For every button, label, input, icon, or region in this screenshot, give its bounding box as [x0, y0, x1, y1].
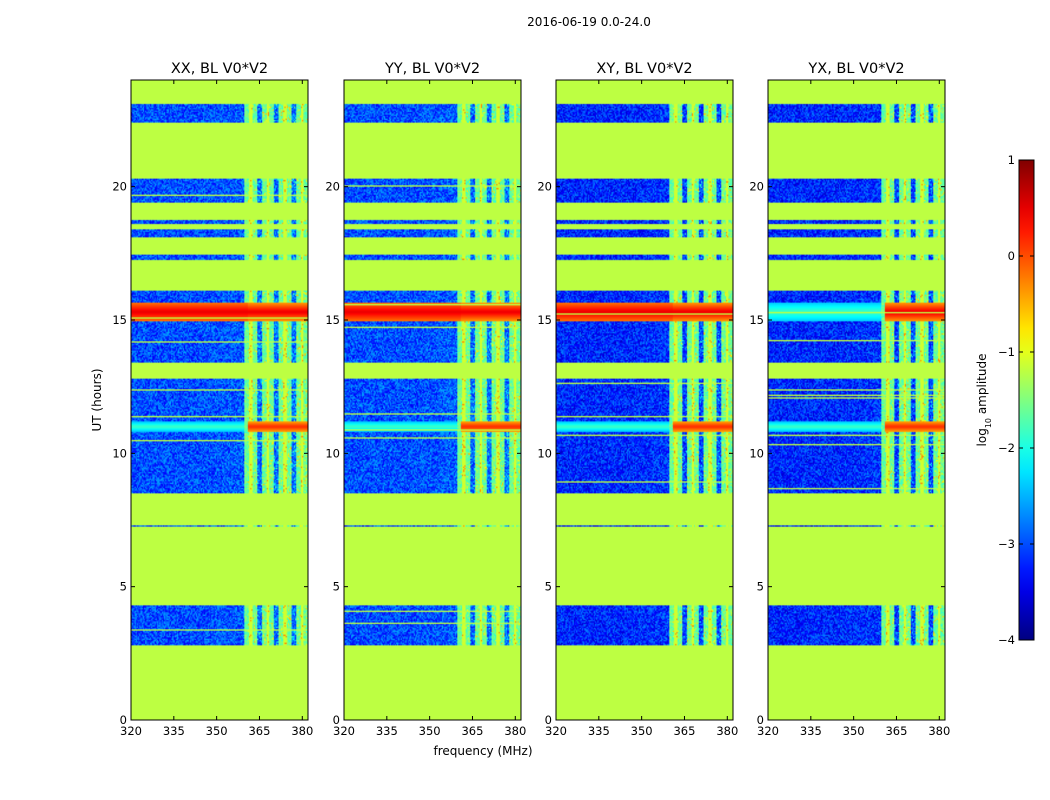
x-tick-label: 365: [673, 724, 695, 738]
y-tick-label: 5: [333, 580, 340, 594]
x-tick-label: 365: [461, 724, 483, 738]
panel-frame-yy: [343, 79, 522, 721]
colorbar-tick-label: −2: [998, 441, 1015, 455]
x-tick-label: 320: [545, 724, 567, 738]
x-tick-label: 365: [885, 724, 907, 738]
heatmap-image-xy: [556, 80, 733, 720]
panel-title-xx: XX, BL V0*V2: [171, 61, 268, 77]
panel-frame-xx: [130, 79, 309, 721]
y-tick-label: 5: [757, 580, 764, 594]
panel-title-yx: YX, BL V0*V2: [807, 61, 904, 77]
y-tick-label: 0: [545, 713, 552, 727]
x-tick-label: 320: [120, 724, 142, 738]
x-tick-label: 350: [206, 724, 228, 738]
panel-yy: YY, BL V0*V2 320 335 350 365 380 0 5 10 15 20: [325, 61, 526, 738]
y-tick-label: 10: [537, 446, 552, 460]
panel-xx: XX, BL V0*V2 320 335 350 365 380 0 5 10 15 20: [112, 61, 313, 738]
x-tick-label: 365: [248, 724, 270, 738]
y-tick-label: 0: [333, 713, 340, 727]
y-tick-label: 5: [120, 580, 127, 594]
y-tick-label: 20: [112, 180, 127, 194]
y-tick-label: 5: [545, 580, 552, 594]
heatmap-image-xx: [131, 80, 308, 720]
y-tick-label: 20: [749, 180, 764, 194]
x-tick-label: 350: [631, 724, 653, 738]
x-tick-label: 320: [757, 724, 779, 738]
panel-xy: XY, BL V0*V2 320 335 350 365 380 0 5 10 15 20: [537, 61, 738, 738]
colorbar-tick-label: −4: [998, 633, 1015, 647]
y-tick-label: 0: [757, 713, 764, 727]
panel-yx: YX, BL V0*V2 320 335 350 365 380 0 5 10 15 20: [749, 61, 950, 738]
colorbar-tick-label: 1: [1008, 153, 1015, 167]
colorbar-gradient: [1018, 159, 1035, 641]
x-tick-label: 380: [716, 724, 738, 738]
y-tick-label: 15: [537, 313, 552, 327]
x-tick-label: 380: [504, 724, 526, 738]
colorbar-tick-label: −3: [998, 537, 1015, 551]
heatmap-image-yy: [344, 80, 521, 720]
heatmap-image-yx: [768, 80, 945, 720]
x-tick-label: 380: [291, 724, 313, 738]
panel-title-xy: XY, BL V0*V2: [596, 61, 692, 77]
y-tick-label: 15: [325, 313, 340, 327]
panel-frame-yx: [767, 79, 946, 721]
y-tick-label: 15: [749, 313, 764, 327]
x-axis-label: frequency (MHz): [433, 744, 532, 758]
x-tick-label: 320: [333, 724, 355, 738]
x-tick-label: 335: [163, 724, 185, 738]
colorbar: log10 amplitude 1 0 −1 −2 −3 −4: [975, 153, 1035, 647]
y-tick-label: 0: [120, 713, 127, 727]
x-tick-label: 335: [800, 724, 822, 738]
x-tick-label: 335: [376, 724, 398, 738]
y-tick-label: 10: [749, 446, 764, 460]
y-tick-label: 10: [112, 446, 127, 460]
colorbar-label: log10 amplitude: [975, 354, 993, 447]
y-axis-label: UT (hours): [90, 368, 104, 431]
y-tick-label: 10: [325, 446, 340, 460]
panel-title-yy: YY, BL V0*V2: [384, 61, 480, 77]
x-tick-label: 380: [928, 724, 950, 738]
x-tick-label: 335: [588, 724, 610, 738]
figure-suptitle: 2016-06-19 0.0-24.0: [527, 15, 651, 29]
panel-frame-xy: [555, 79, 734, 721]
colorbar-tick-label: 0: [1008, 249, 1015, 263]
x-tick-label: 350: [843, 724, 865, 738]
y-tick-label: 20: [325, 180, 340, 194]
colorbar-tick-label: −1: [998, 345, 1015, 359]
y-tick-label: 15: [112, 313, 127, 327]
y-tick-label: 20: [537, 180, 552, 194]
x-tick-label: 350: [419, 724, 441, 738]
